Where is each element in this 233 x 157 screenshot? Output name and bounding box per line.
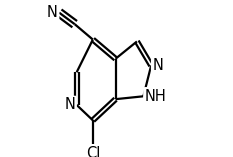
Text: N: N: [153, 58, 164, 73]
Text: Cl: Cl: [86, 146, 100, 157]
Text: N: N: [47, 5, 58, 20]
Text: NH: NH: [145, 89, 167, 104]
Text: NH: NH: [145, 89, 167, 104]
Text: Cl: Cl: [86, 146, 100, 157]
Text: N: N: [153, 58, 164, 73]
Text: N: N: [64, 97, 75, 112]
Text: N: N: [47, 5, 58, 20]
Text: N: N: [64, 97, 75, 112]
